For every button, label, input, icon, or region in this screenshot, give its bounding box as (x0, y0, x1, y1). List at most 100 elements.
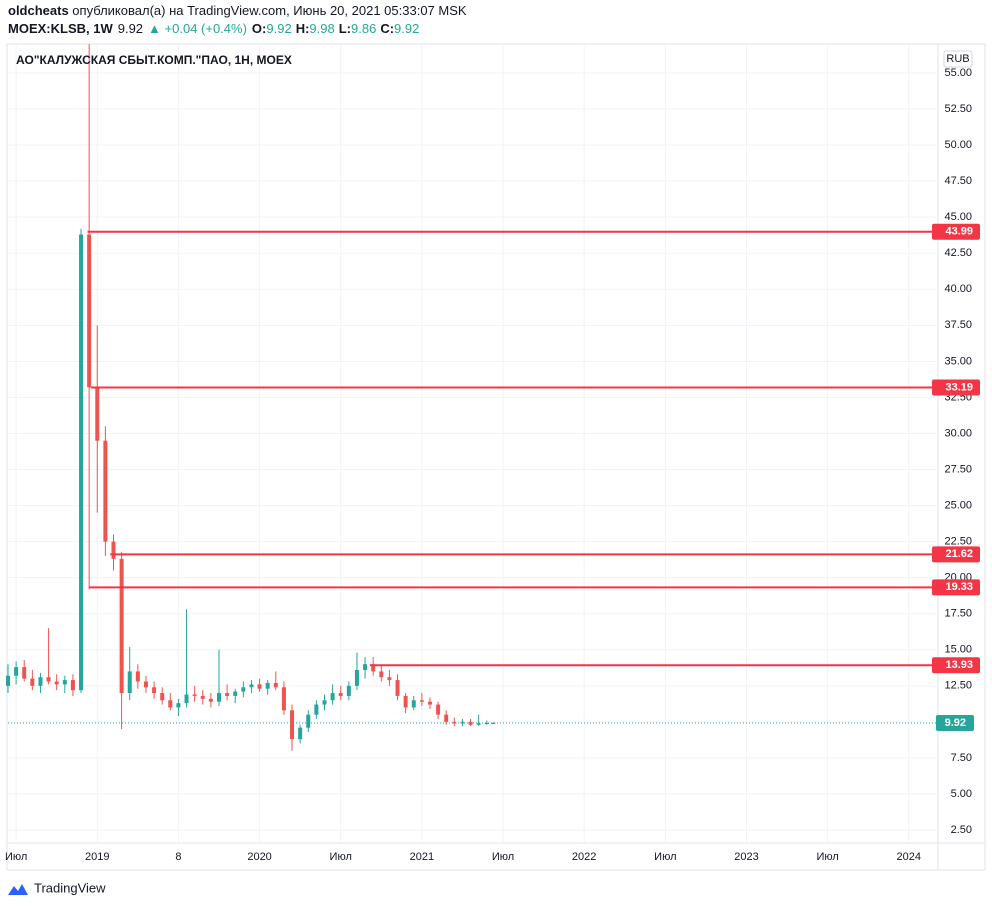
x-tick-label: Июл (816, 851, 838, 863)
y-tick-label: 30.00 (944, 427, 972, 439)
x-tick-label: Июл (654, 851, 676, 863)
level-label-box (932, 657, 980, 674)
y-tick-label: 47.50 (944, 175, 972, 187)
candle-body (95, 387, 100, 441)
y-tick-label: 45.00 (944, 211, 972, 223)
candle-body (87, 234, 92, 388)
candle-body (403, 695, 408, 708)
x-tick-label: 8 (175, 851, 181, 863)
candle-body (79, 234, 84, 691)
y-tick-label: 17.50 (944, 608, 972, 620)
candle-body (257, 684, 262, 689)
candle-body (265, 682, 270, 689)
candle-body (200, 695, 205, 699)
candle-body (135, 671, 140, 682)
y-tick-label: 37.50 (944, 319, 972, 331)
marks (6, 44, 938, 751)
grid (8, 44, 938, 842)
candle-body (363, 664, 368, 670)
x-tick-label: Июл (330, 851, 352, 863)
candle-body (387, 677, 392, 681)
candle-body (379, 671, 384, 678)
x-tick-label: 2021 (410, 851, 434, 863)
candle-body (46, 677, 51, 682)
y-tick-label: 5.00 (951, 788, 972, 800)
symbol: MOEX:KLSB, 1W (8, 21, 113, 36)
chart-title: АО"КАЛУЖСКАЯ СБЫТ.КОМП."ПАО, 1Н, MOEX (16, 53, 292, 67)
candle-body (184, 694, 189, 704)
candle-body (330, 693, 335, 701)
candle-body (111, 541, 116, 559)
candle-body (354, 669, 359, 686)
x-tick-label: 2024 (897, 851, 921, 863)
y-tick-label: 52.50 (944, 103, 972, 115)
candle-body (6, 675, 10, 686)
candle-body (298, 727, 303, 740)
level-label: 19.33 (945, 581, 973, 593)
level-label-box (932, 223, 980, 240)
y-tick-label: 15.00 (944, 644, 972, 656)
level-label: 33.19 (945, 381, 973, 393)
candle-body (452, 721, 457, 724)
candle-body (152, 687, 157, 694)
ohlc-value: 9.92 (266, 21, 291, 36)
price: 9.92 (118, 21, 143, 36)
candle-body (395, 680, 400, 696)
candle-body (143, 681, 148, 688)
candle-body (208, 698, 213, 702)
candle-body (22, 667, 27, 679)
candle-body (62, 680, 67, 685)
candle-body (30, 678, 35, 686)
candle-body (216, 693, 221, 702)
currency-box (943, 50, 973, 68)
candle-body (160, 693, 165, 701)
ohlc-label: O: (252, 21, 266, 36)
logo-icon (8, 884, 28, 895)
candle-body (127, 671, 132, 694)
x-tick-label: Июл (5, 851, 27, 863)
candle-body (338, 693, 343, 696)
level-label: 13.93 (945, 659, 973, 671)
candle-body (476, 723, 481, 725)
published: опубликовал(а) на TradingView.com, Июнь … (69, 3, 467, 18)
last-price-box (936, 715, 974, 732)
y-tick-label: 22.50 (944, 536, 972, 548)
candle-body (281, 687, 286, 711)
axis-labels: 2.505.007.5010.0012.5015.0017.5020.0022.… (5, 67, 980, 863)
candle-body (38, 677, 43, 686)
ohlc-value: 9.92 (394, 21, 419, 36)
candle-body (419, 700, 424, 702)
candle-body (436, 704, 441, 715)
level-label: 43.99 (945, 226, 973, 238)
candle-body (322, 700, 327, 705)
y-tick-label: 42.50 (944, 247, 972, 259)
candle-body (306, 714, 311, 728)
x-tick-label: 2022 (572, 851, 596, 863)
symbol-line: MOEX:KLSB, 1W 9.92 ▲ +0.04 (+0.4%) O:9.92 H:… (8, 21, 419, 36)
x-tick-label: 2023 (734, 851, 758, 863)
ohlc-value: 9.86 (351, 21, 376, 36)
candle-body (103, 440, 108, 542)
last-price-label: 9.92 (945, 717, 966, 729)
publish-line: oldcheats опубликовал(а) на TradingView.… (8, 3, 467, 18)
level-label-box (932, 379, 980, 396)
currency: RUB (946, 53, 969, 65)
candle-body (427, 701, 432, 705)
y-tick-label: 25.00 (944, 499, 972, 511)
level-label: 21.62 (945, 548, 973, 560)
x-tick-label: 2019 (85, 851, 109, 863)
candle-body (273, 682, 278, 688)
x-tick-label: 2020 (247, 851, 271, 863)
candle-body (168, 700, 173, 708)
ohlc-label: H: (296, 21, 310, 36)
candle-body (70, 680, 75, 691)
y-tick-label: 7.50 (951, 752, 972, 764)
candle-body (314, 704, 319, 715)
ohlc-label: L: (339, 21, 351, 36)
ohlc-label: C: (380, 21, 394, 36)
y-tick-label: 40.00 (944, 283, 972, 295)
brand: TradingView (34, 880, 106, 895)
y-tick-label: 55.00 (944, 67, 972, 79)
candle-body (119, 558, 124, 694)
